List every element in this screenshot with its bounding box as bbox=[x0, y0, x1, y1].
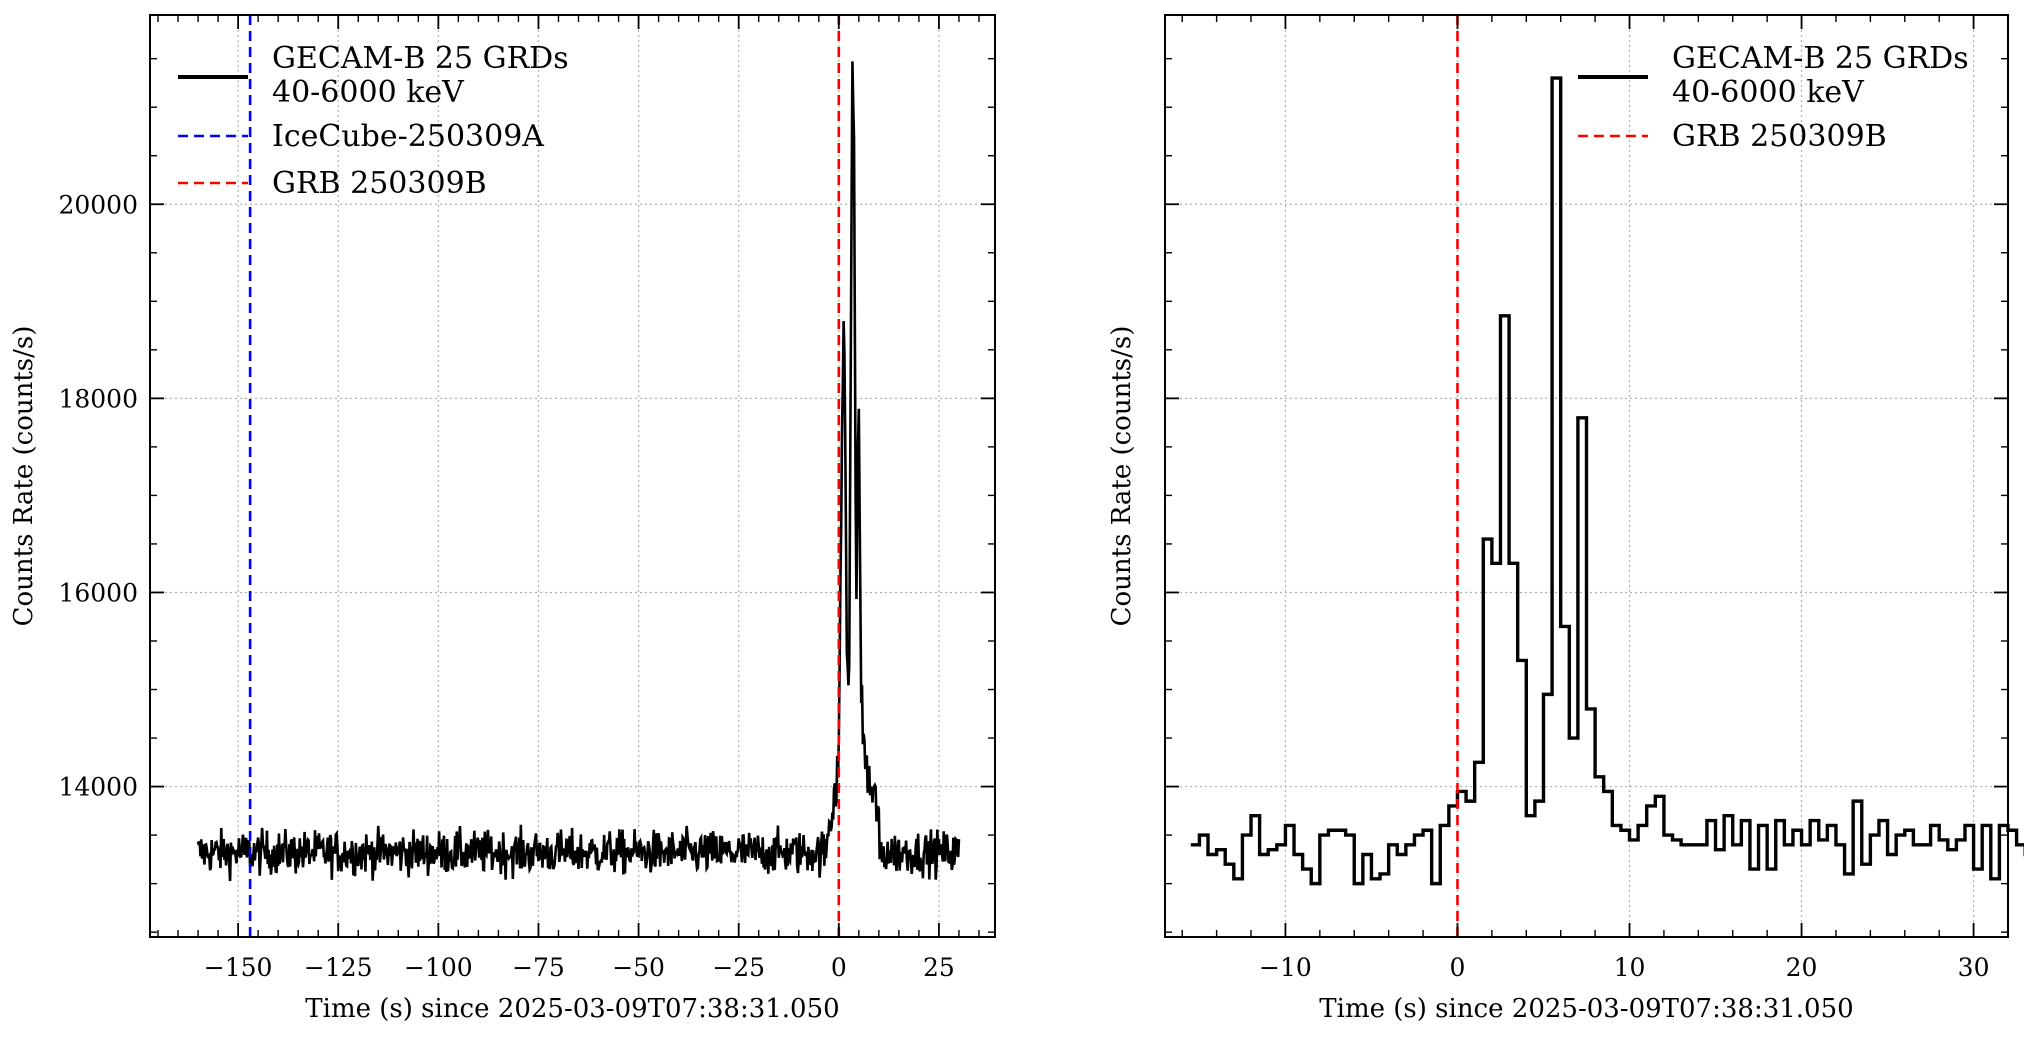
right-axes-frame bbox=[1164, 14, 2009, 938]
right-legend: GECAM-B 25 GRDs 40-6000 keV GRB 250309B bbox=[1578, 41, 1969, 154]
right-axis-ticks: −10 0 10 20 30 bbox=[1165, 15, 2009, 982]
left-xtick-label-4: −50 bbox=[612, 953, 665, 982]
left-axes-frame bbox=[149, 14, 996, 938]
left-lightcurve-line bbox=[196, 61, 961, 882]
left-ytick-label-3: 20000 bbox=[58, 190, 138, 219]
left-grid bbox=[150, 15, 995, 937]
left-x-axis-label: Time (s) since 2025-03-09T07:38:31.050 bbox=[305, 994, 839, 1024]
right-xtick-label-2: 10 bbox=[1614, 953, 1646, 982]
right-xtick-label-0: −10 bbox=[1259, 953, 1312, 982]
left-ytick-label-0: 14000 bbox=[58, 773, 138, 802]
left-xtick-label-6: 0 bbox=[831, 953, 847, 982]
left-ytick-label-2: 18000 bbox=[58, 384, 138, 413]
right-panel: −10 0 10 20 30 Time (s) since 2025-03-09T07:… bbox=[1107, 14, 2024, 1024]
left-ytick-label-1: 16000 bbox=[58, 578, 138, 607]
left-xtick-label-3: −75 bbox=[512, 953, 565, 982]
left-xtick-label-5: −25 bbox=[712, 953, 765, 982]
legend-label-icecube: IceCube-250309A bbox=[272, 119, 544, 154]
right-x-axis-label: Time (s) since 2025-03-09T07:38:31.050 bbox=[1319, 994, 1853, 1024]
legend-label-lightcurve: GECAM-B 25 GRDs bbox=[272, 41, 569, 76]
left-axis-ticks: −150 −125 −100 −75 −50 −25 0 25 14000 16000 18000 2… bbox=[58, 15, 995, 982]
left-xtick-label-7: 25 bbox=[923, 953, 955, 982]
right-xtick-label-4: 30 bbox=[1958, 953, 1990, 982]
legend-label-grb: GRB 250309B bbox=[1672, 119, 1887, 154]
left-legend: GECAM-B 25 GRDs 40-6000 keV IceCube-2503… bbox=[178, 41, 569, 201]
legend-label-energy-range: 40-6000 keV bbox=[272, 75, 465, 110]
right-lightcurve-steps bbox=[1190, 76, 2024, 886]
left-xtick-label-0: −150 bbox=[204, 953, 273, 982]
right-xtick-label-1: 0 bbox=[1450, 953, 1466, 982]
right-xtick-label-3: 20 bbox=[1786, 953, 1818, 982]
left-xtick-label-2: −100 bbox=[404, 953, 473, 982]
left-xtick-label-1: −125 bbox=[304, 953, 373, 982]
left-panel: −150 −125 −100 −75 −50 −25 0 25 14000 16000 18000 2… bbox=[9, 14, 996, 1024]
legend-label-grb: GRB 250309B bbox=[272, 166, 487, 201]
left-y-axis-label: Counts Rate (counts/s) bbox=[9, 326, 39, 627]
legend-label-lightcurve: GECAM-B 25 GRDs bbox=[1672, 41, 1969, 76]
right-y-axis-label: Counts Rate (counts/s) bbox=[1107, 326, 1137, 627]
legend-label-energy-range: 40-6000 keV bbox=[1672, 75, 1865, 110]
